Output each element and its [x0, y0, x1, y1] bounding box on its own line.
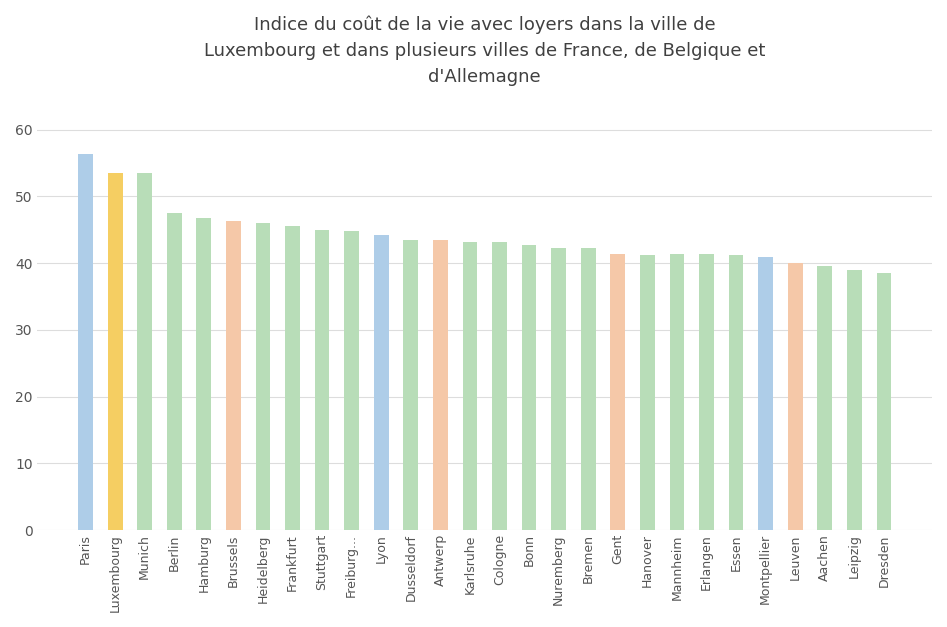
Bar — [640, 255, 654, 530]
Bar — [285, 226, 300, 530]
Bar — [226, 221, 241, 530]
Bar — [817, 266, 832, 530]
Bar — [196, 218, 211, 530]
Bar — [522, 245, 537, 530]
Bar — [314, 229, 330, 530]
Bar — [728, 255, 743, 530]
Bar — [433, 240, 448, 530]
Bar — [611, 255, 625, 530]
Title: Indice du coût de la vie avec loyers dans la ville de
Luxembourg et dans plusieu: Indice du coût de la vie avec loyers dan… — [204, 15, 765, 87]
Bar — [137, 173, 152, 530]
Bar — [256, 223, 270, 530]
Bar — [79, 154, 93, 530]
Bar — [759, 257, 773, 530]
Bar — [551, 248, 566, 530]
Bar — [167, 213, 182, 530]
Bar — [108, 173, 122, 530]
Bar — [670, 254, 685, 530]
Bar — [374, 235, 388, 530]
Bar — [877, 273, 891, 530]
Bar — [403, 240, 419, 530]
Bar — [345, 231, 359, 530]
Bar — [462, 242, 477, 530]
Bar — [788, 263, 803, 530]
Bar — [492, 242, 507, 530]
Bar — [699, 254, 714, 530]
Bar — [847, 270, 862, 530]
Bar — [581, 248, 596, 530]
